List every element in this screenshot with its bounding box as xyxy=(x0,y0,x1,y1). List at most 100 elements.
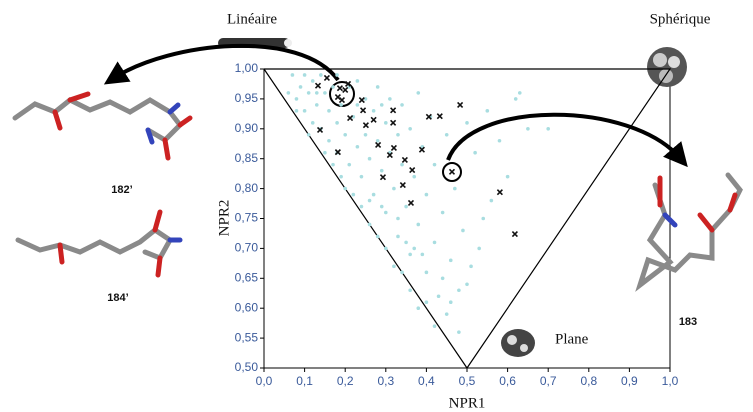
x-tick-label: 0,8 xyxy=(580,374,597,388)
point xyxy=(497,138,502,143)
point xyxy=(371,192,376,197)
compound-label: 184’ xyxy=(107,292,128,304)
point xyxy=(384,246,388,251)
point-x xyxy=(336,85,343,92)
x-tick-label: 0,5 xyxy=(459,374,476,388)
point xyxy=(400,103,404,107)
point xyxy=(371,109,376,113)
point xyxy=(477,246,481,251)
point xyxy=(412,246,417,251)
point xyxy=(416,306,421,311)
point xyxy=(424,270,429,275)
point xyxy=(440,210,445,215)
point-x xyxy=(401,156,408,163)
point-x xyxy=(362,122,369,129)
y-tick-label: 0,55 xyxy=(235,330,259,344)
point xyxy=(384,121,388,125)
point xyxy=(416,222,421,227)
point xyxy=(444,312,449,316)
point-x xyxy=(425,113,432,120)
arrow xyxy=(446,112,688,168)
corner-label: Linéaire xyxy=(227,11,277,27)
point-x xyxy=(436,113,443,120)
point xyxy=(314,103,319,107)
point xyxy=(404,240,408,245)
point xyxy=(424,192,429,197)
point xyxy=(335,121,339,125)
point xyxy=(379,168,384,173)
point xyxy=(481,216,486,221)
point xyxy=(363,132,368,137)
point-x xyxy=(390,144,397,152)
point xyxy=(375,138,380,143)
compound-label: 183 xyxy=(679,316,697,328)
point xyxy=(465,121,469,125)
point xyxy=(517,91,522,95)
point xyxy=(367,198,372,203)
y-tick-label: 0,80 xyxy=(235,181,259,195)
point xyxy=(367,156,372,161)
point xyxy=(375,85,380,89)
point xyxy=(327,109,331,113)
plot-frame xyxy=(263,68,671,369)
point xyxy=(448,300,453,305)
point xyxy=(432,240,437,245)
point xyxy=(331,162,335,167)
point-x xyxy=(314,82,322,89)
y-tick-label: 0,85 xyxy=(235,151,259,165)
point-x xyxy=(347,114,354,122)
point xyxy=(408,288,412,293)
y-tick-label: 0,50 xyxy=(235,360,259,374)
y-tick-label: 0,95 xyxy=(235,91,259,105)
point xyxy=(526,127,530,131)
point xyxy=(416,91,421,95)
point-x xyxy=(399,181,406,189)
point-x xyxy=(370,116,377,123)
y-tick-label: 0,70 xyxy=(235,241,259,255)
point-x xyxy=(344,80,352,88)
point xyxy=(306,132,311,137)
point xyxy=(355,79,360,83)
point xyxy=(546,127,550,131)
point xyxy=(412,174,417,179)
point xyxy=(359,204,364,209)
point-x xyxy=(407,199,415,207)
x-tick-label: 1,0 xyxy=(662,374,679,388)
point xyxy=(355,144,360,149)
point xyxy=(457,288,461,293)
point xyxy=(355,103,360,107)
point-x xyxy=(386,152,393,159)
molecule-184 xyxy=(15,209,183,278)
highlight-circle xyxy=(442,162,462,182)
point xyxy=(396,234,400,239)
y-axis-label: NPR2 xyxy=(216,200,232,237)
point xyxy=(436,294,441,299)
point xyxy=(319,73,323,77)
point xyxy=(457,330,461,334)
point xyxy=(461,228,465,233)
point xyxy=(310,121,315,125)
point xyxy=(343,132,348,137)
point xyxy=(331,85,335,89)
x-tick-label: 0,3 xyxy=(377,374,394,388)
compound-label: 182’ xyxy=(111,184,132,196)
x-tick-label: 0,6 xyxy=(499,374,516,388)
point xyxy=(513,97,518,101)
point xyxy=(408,127,412,131)
point xyxy=(432,162,437,167)
x-tick-label: 0,7 xyxy=(540,374,557,388)
point xyxy=(306,91,311,95)
point-x xyxy=(334,149,341,156)
point-x xyxy=(390,119,397,126)
point xyxy=(384,210,388,215)
point-x xyxy=(390,107,397,114)
x-tick-label: 0,1 xyxy=(296,374,313,388)
point xyxy=(473,150,477,155)
point-x xyxy=(448,168,456,175)
point xyxy=(444,132,449,137)
point xyxy=(432,324,437,328)
point xyxy=(485,109,490,113)
point-x xyxy=(358,97,365,104)
point-x xyxy=(338,97,346,104)
